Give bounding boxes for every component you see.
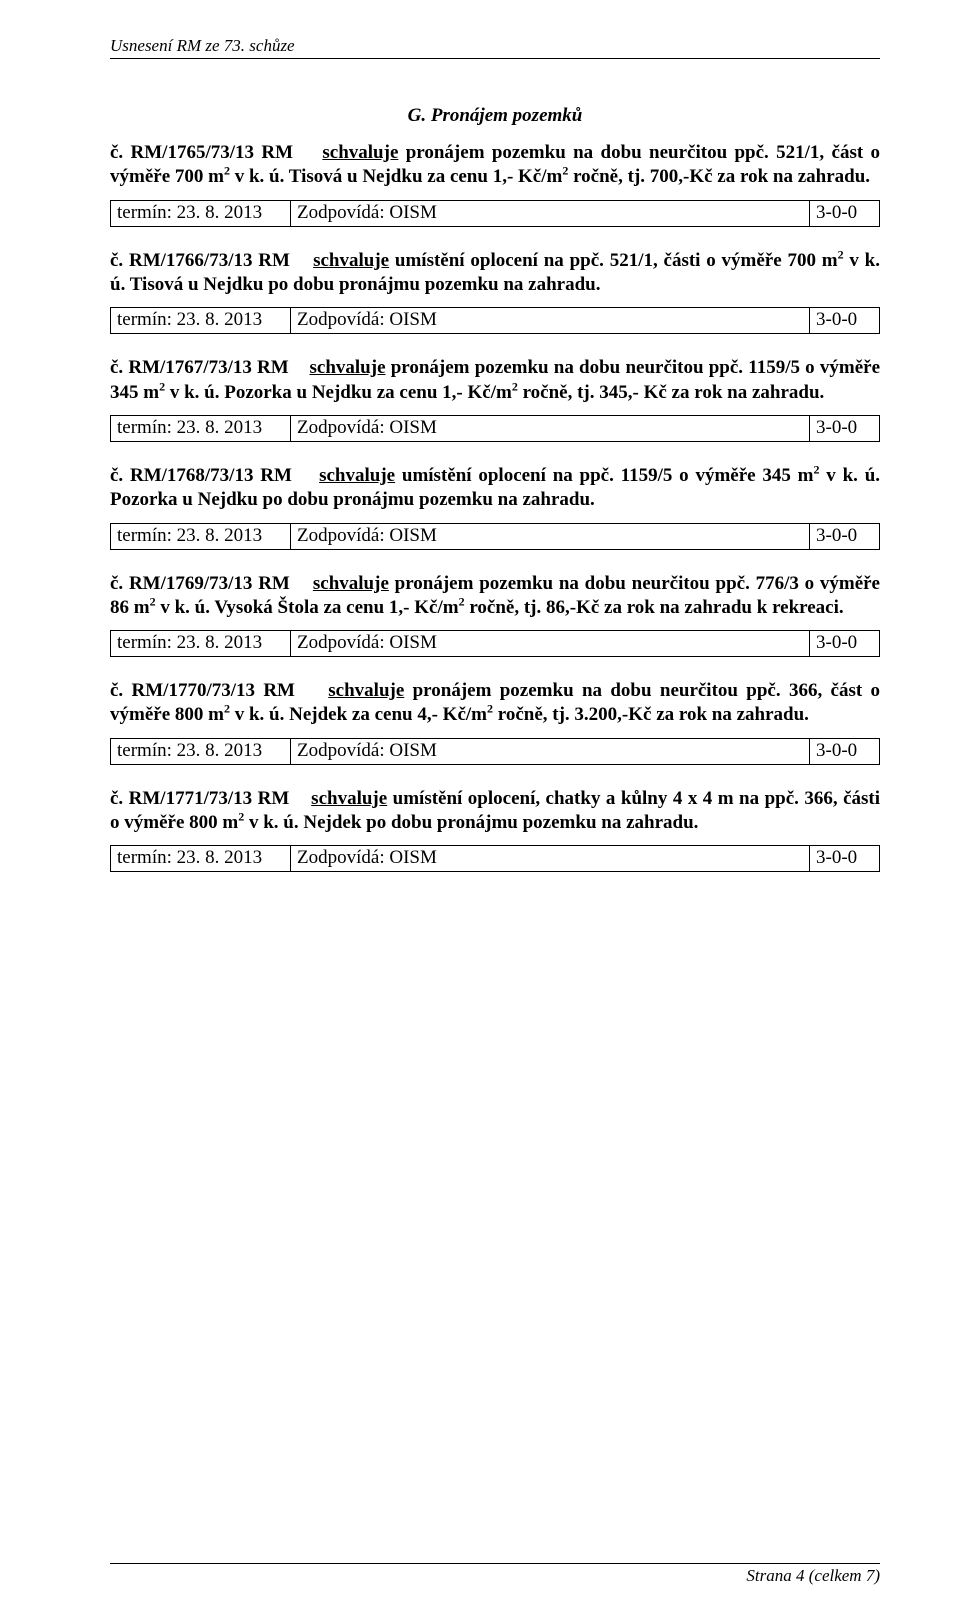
term-label: termín: xyxy=(117,309,177,330)
resolution-6: č. RM/1770/73/13 RM schvaluje pronájem p… xyxy=(110,679,880,728)
resolution-7: č. RM/1771/73/13 RM schvaluje umístění o… xyxy=(110,787,880,836)
resolution-text: ročně, tj. 86,-Kč za rok na zahradu k re… xyxy=(465,597,844,618)
resolution-text: v k. ú. Nejdek po dobu pronájmu pozemku … xyxy=(244,812,698,833)
term-cell: termín: 23. 8. 2013 xyxy=(111,200,291,226)
table-row: termín: 23. 8. 2013 Zodpovídá: OISM 3-0-… xyxy=(111,308,880,334)
term-cell: termín: 23. 8. 2013 xyxy=(111,846,291,872)
responsible-cell: Zodpovídá: OISM xyxy=(291,846,810,872)
term-table: termín: 23. 8. 2013 Zodpovídá: OISM 3-0-… xyxy=(110,307,880,334)
resolution-text: ročně, tj. 345,- Kč za rok na zahradu. xyxy=(518,382,824,403)
resolution-action: schvaluje xyxy=(328,680,404,701)
page-footer: Strana 4 (celkem 7) xyxy=(110,1563,880,1586)
term-cell: termín: 23. 8. 2013 xyxy=(111,523,291,549)
resolution-action: schvaluje xyxy=(310,357,386,378)
vote-cell: 3-0-0 xyxy=(810,523,880,549)
resolution-action: schvaluje xyxy=(313,573,389,594)
term-label: termín: xyxy=(117,632,177,653)
page-header: Usnesení RM ze 73. schůze xyxy=(110,36,880,59)
resolution-ref: č. RM/1769/73/13 RM xyxy=(110,573,290,594)
section-title: G. Pronájem pozemků xyxy=(110,105,880,127)
table-row: termín: 23. 8. 2013 Zodpovídá: OISM 3-0-… xyxy=(111,631,880,657)
term-label: termín: xyxy=(117,847,177,868)
term-date: 23. 8. 2013 xyxy=(177,202,263,223)
resolution-action: schvaluje xyxy=(319,465,395,486)
term-table: termín: 23. 8. 2013 Zodpovídá: OISM 3-0-… xyxy=(110,200,880,227)
resolution-text: v k. ú. Vysoká Štola za cenu 1,- Kč/m xyxy=(156,597,459,618)
term-date: 23. 8. 2013 xyxy=(177,632,263,653)
table-row: termín: 23. 8. 2013 Zodpovídá: OISM 3-0-… xyxy=(111,738,880,764)
term-table: termín: 23. 8. 2013 Zodpovídá: OISM 3-0-… xyxy=(110,415,880,442)
page: Usnesení RM ze 73. schůze G. Pronájem po… xyxy=(0,0,960,1620)
table-row: termín: 23. 8. 2013 Zodpovídá: OISM 3-0-… xyxy=(111,523,880,549)
term-table: termín: 23. 8. 2013 Zodpovídá: OISM 3-0-… xyxy=(110,630,880,657)
term-label: termín: xyxy=(117,525,177,546)
responsible-cell: Zodpovídá: OISM xyxy=(291,308,810,334)
term-date: 23. 8. 2013 xyxy=(177,740,263,761)
term-date: 23. 8. 2013 xyxy=(177,417,263,438)
resolution-text: v k. ú. Pozorka u Nejdku za cenu 1,- Kč/… xyxy=(165,382,512,403)
resolution-2: č. RM/1766/73/13 RM schvaluje umístění o… xyxy=(110,249,880,298)
table-row: termín: 23. 8. 2013 Zodpovídá: OISM 3-0-… xyxy=(111,200,880,226)
term-cell: termín: 23. 8. 2013 xyxy=(111,415,291,441)
responsible-cell: Zodpovídá: OISM xyxy=(291,738,810,764)
vote-cell: 3-0-0 xyxy=(810,308,880,334)
term-table: termín: 23. 8. 2013 Zodpovídá: OISM 3-0-… xyxy=(110,523,880,550)
table-row: termín: 23. 8. 2013 Zodpovídá: OISM 3-0-… xyxy=(111,846,880,872)
resolution-text: ročně, tj. 700,-Kč za rok na zahradu. xyxy=(568,166,870,187)
responsible-cell: Zodpovídá: OISM xyxy=(291,415,810,441)
resolution-ref: č. RM/1767/73/13 RM xyxy=(110,357,289,378)
term-cell: termín: 23. 8. 2013 xyxy=(111,738,291,764)
resolution-3: č. RM/1767/73/13 RM schvaluje pronájem p… xyxy=(110,356,880,405)
resolution-action: schvaluje xyxy=(311,788,387,809)
resolution-action: schvaluje xyxy=(322,142,398,163)
term-label: termín: xyxy=(117,417,177,438)
resolution-5: č. RM/1769/73/13 RM schvaluje pronájem p… xyxy=(110,572,880,621)
resolution-action: schvaluje xyxy=(313,250,389,271)
term-cell: termín: 23. 8. 2013 xyxy=(111,308,291,334)
resolution-text: v k. ú. Nejdek za cenu 4,- Kč/m xyxy=(230,704,487,725)
term-label: termín: xyxy=(117,202,177,223)
resolution-text: umístění oplocení na ppč. 521/1, části o… xyxy=(389,250,837,271)
resolution-text: ročně, tj. 3.200,-Kč za rok na zahradu. xyxy=(493,704,809,725)
resolution-ref: č. RM/1770/73/13 RM xyxy=(110,680,295,701)
resolution-ref: č. RM/1768/73/13 RM xyxy=(110,465,292,486)
resolution-text: v k. ú. Tisová u Nejdku za cenu 1,- Kč/m xyxy=(230,166,562,187)
term-label: termín: xyxy=(117,740,177,761)
responsible-cell: Zodpovídá: OISM xyxy=(291,200,810,226)
vote-cell: 3-0-0 xyxy=(810,738,880,764)
resolution-1: č. RM/1765/73/13 RM schvaluje pronájem p… xyxy=(110,141,880,190)
resolution-ref: č. RM/1766/73/13 RM xyxy=(110,250,290,271)
term-table: termín: 23. 8. 2013 Zodpovídá: OISM 3-0-… xyxy=(110,845,880,872)
vote-cell: 3-0-0 xyxy=(810,631,880,657)
responsible-cell: Zodpovídá: OISM xyxy=(291,523,810,549)
resolution-ref: č. RM/1765/73/13 RM xyxy=(110,142,293,163)
table-row: termín: 23. 8. 2013 Zodpovídá: OISM 3-0-… xyxy=(111,415,880,441)
responsible-cell: Zodpovídá: OISM xyxy=(291,631,810,657)
term-date: 23. 8. 2013 xyxy=(177,525,263,546)
term-cell: termín: 23. 8. 2013 xyxy=(111,631,291,657)
resolution-4: č. RM/1768/73/13 RM schvaluje umístění o… xyxy=(110,464,880,513)
vote-cell: 3-0-0 xyxy=(810,200,880,226)
vote-cell: 3-0-0 xyxy=(810,846,880,872)
resolution-text: umístění oplocení na ppč. 1159/5 o výměř… xyxy=(395,465,813,486)
term-date: 23. 8. 2013 xyxy=(177,847,263,868)
resolution-ref: č. RM/1771/73/13 RM xyxy=(110,788,289,809)
term-table: termín: 23. 8. 2013 Zodpovídá: OISM 3-0-… xyxy=(110,738,880,765)
vote-cell: 3-0-0 xyxy=(810,415,880,441)
term-date: 23. 8. 2013 xyxy=(177,309,263,330)
